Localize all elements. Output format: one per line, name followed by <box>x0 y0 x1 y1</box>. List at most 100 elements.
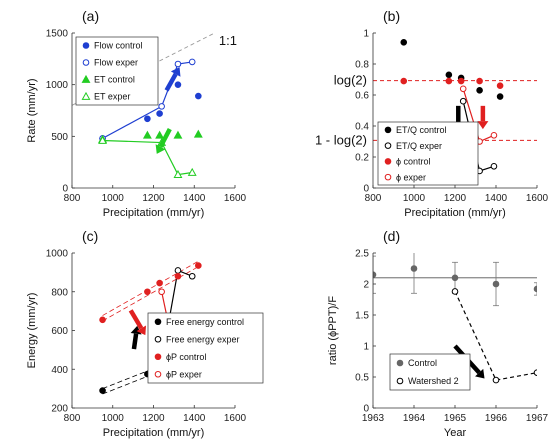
data-point <box>459 85 467 93</box>
legend-label: ϕ control <box>396 157 431 167</box>
x-tick-label: 1000 <box>102 193 125 204</box>
legend-item: Free energy exper <box>154 334 240 344</box>
x-tick-label: 1600 <box>224 413 247 424</box>
data-point <box>400 39 408 46</box>
y-tick-label: 800 <box>51 287 68 298</box>
trend-arrow-shaft <box>164 72 178 92</box>
x-tick-label: 1400 <box>183 193 206 204</box>
legend-marker <box>82 59 90 66</box>
y-tick-label: 1 <box>363 342 369 353</box>
data-point <box>144 288 151 296</box>
panel-label: (d) <box>383 228 400 244</box>
y-axis-label: ratio (ϕPPT)/F <box>327 296 339 365</box>
legend-item: ϕ control <box>384 157 431 167</box>
trend-arrow-head <box>136 325 147 336</box>
y-tick-label: 1500 <box>46 29 69 40</box>
data-point <box>195 262 202 269</box>
legend: Free energy control Free energy exper ϕP c… <box>147 312 264 384</box>
legend: Flow control Flow exper ET control ET exper <box>75 36 159 106</box>
data-point <box>476 87 483 94</box>
data-point <box>142 130 152 139</box>
data-point <box>158 103 165 110</box>
data-point <box>158 288 165 296</box>
y-axis-label: Energy (mm/yr) <box>26 293 38 369</box>
data-point <box>496 93 504 100</box>
legend-label: Control <box>408 358 437 368</box>
legend-marker <box>396 377 404 385</box>
legend-marker <box>82 42 90 49</box>
trend-arrow-head <box>130 325 142 335</box>
series-line <box>102 139 193 176</box>
legend-marker <box>384 142 392 149</box>
reference-line-label: log(2) <box>334 73 367 88</box>
legend-label: ϕP control <box>166 352 206 362</box>
data-point <box>400 77 408 85</box>
legend-item: ϕP control <box>154 352 206 362</box>
data-point <box>174 81 182 88</box>
legend-marker <box>384 173 392 181</box>
legend-box <box>147 312 264 384</box>
legend-label: ET/Q exper <box>396 141 442 151</box>
y-tick-label: 0.4 <box>355 122 369 133</box>
legend-item: Watershed 2 <box>396 376 459 386</box>
y-tick-label: 0 <box>363 184 369 195</box>
panel-label: (b) <box>383 8 400 24</box>
plot-area <box>373 253 537 384</box>
legend-label: Free energy exper <box>166 334 240 344</box>
data-point <box>490 163 498 170</box>
chart-panel-2: 800 1000 1200 1400 1600 0 0.2 0.4 0.6 0.8 1 Precipi… <box>315 8 549 219</box>
legend-item: ϕ exper <box>384 172 426 182</box>
data-point <box>156 110 163 117</box>
legend-marker <box>81 91 91 100</box>
legend-marker <box>154 318 162 326</box>
trend-band-line <box>102 266 199 322</box>
chart-panel-1: 800 1000 1200 1400 1600 0 500 1000 1500 Precipita… <box>26 8 247 219</box>
legend: Control Watershed 2 <box>389 353 471 391</box>
y-tick-label: 200 <box>51 404 68 415</box>
data-point <box>155 130 165 139</box>
trend-arrow-head <box>475 368 485 379</box>
panel-label: (a) <box>82 8 99 24</box>
y-tick-label: 0.5 <box>355 373 369 384</box>
legend-marker <box>154 370 162 378</box>
data-point <box>188 272 196 280</box>
data-point <box>99 316 106 324</box>
y-tick-label: 2.5 <box>355 249 369 260</box>
reference-line-label: 1 - log(2) <box>315 132 367 147</box>
legend-marker <box>396 359 404 367</box>
legend-item: Free energy control <box>154 317 244 327</box>
y-tick-label: 1.5 <box>355 311 369 322</box>
trend-arrow-shaft <box>131 333 139 350</box>
y-tick-label: 0 <box>62 184 68 195</box>
x-tick-label: 1966 <box>485 413 508 424</box>
y-tick-label: 0.2 <box>355 153 369 164</box>
data-point <box>476 77 483 85</box>
data-point <box>451 274 459 282</box>
x-tick-label: 1400 <box>183 413 206 424</box>
legend-box <box>377 121 479 186</box>
x-tick-label: 800 <box>64 413 81 424</box>
data-point <box>174 60 182 68</box>
legend-marker <box>81 74 91 83</box>
legend-marker <box>384 126 392 134</box>
y-tick-label: 1000 <box>46 249 69 260</box>
data-point <box>99 387 106 394</box>
data-point <box>533 285 537 293</box>
data-point <box>410 265 418 272</box>
y-tick-label: 400 <box>51 365 68 376</box>
y-tick-label: 1000 <box>46 80 69 91</box>
legend-item: Flow exper <box>82 58 138 68</box>
trend-arrow-shaft <box>158 128 172 148</box>
legend-item: ET exper <box>81 91 130 102</box>
x-axis-label: Precipitation (mm/yr) <box>404 207 505 219</box>
x-tick-label: 1964 <box>403 413 426 424</box>
legend-label: Free energy control <box>166 317 244 327</box>
x-tick-label: 1400 <box>485 193 508 204</box>
legend-marker <box>384 158 392 165</box>
legend-label: ET/Q control <box>396 125 447 135</box>
y-tick-label: 500 <box>51 132 68 143</box>
x-tick-label: 1200 <box>142 193 165 204</box>
legend-box <box>389 353 471 391</box>
legend-label: Watershed 2 <box>408 376 459 386</box>
